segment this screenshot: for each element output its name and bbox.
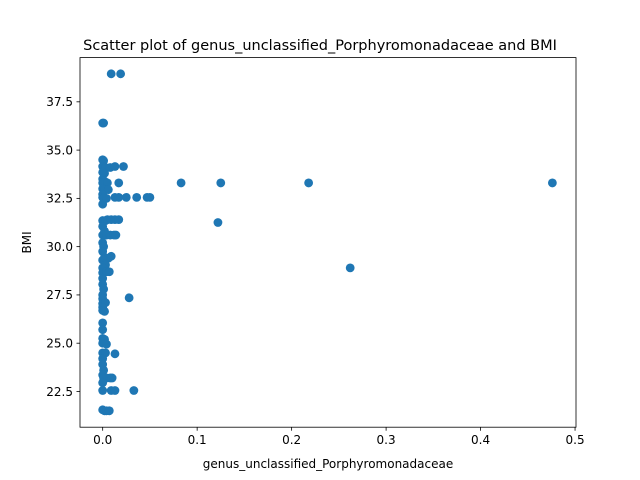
- y-tick-label: 22.5: [46, 385, 73, 399]
- data-point: [102, 339, 111, 349]
- x-tick-label: 0.2: [282, 433, 301, 447]
- data-point: [216, 178, 226, 188]
- data-point: [114, 193, 124, 202]
- data-point: [98, 386, 108, 395]
- y-axis-label: BMI: [20, 231, 34, 253]
- data-point: [103, 178, 112, 188]
- data-point: [129, 386, 139, 395]
- data-point: [119, 162, 128, 171]
- y-tick-label: 25.0: [46, 337, 73, 351]
- y-tick-label: 30.0: [46, 240, 73, 254]
- data-point: [98, 318, 108, 328]
- plot-area-frame: [79, 57, 577, 428]
- data-point: [110, 162, 120, 171]
- y-tick-label: 27.5: [46, 288, 73, 302]
- data-point: [98, 325, 108, 335]
- data-point: [145, 193, 155, 202]
- data-point: [121, 193, 131, 202]
- chart-title: Scatter plot of genus_unclassified_Porph…: [83, 38, 557, 54]
- data-point: [114, 178, 124, 188]
- data-point: [106, 69, 116, 79]
- data-point: [124, 293, 134, 303]
- data-point: [100, 306, 109, 316]
- points-layer: [98, 69, 557, 416]
- data-point: [176, 178, 186, 188]
- x-tick-label: 0.5: [566, 433, 585, 447]
- data-point: [110, 386, 120, 395]
- x-tick-label: 0.3: [377, 433, 396, 447]
- data-point: [110, 349, 120, 359]
- data-point: [107, 373, 117, 383]
- data-point: [304, 178, 314, 188]
- data-point: [99, 118, 109, 128]
- data-point: [98, 199, 108, 209]
- x-tick-label: 0.4: [471, 433, 490, 447]
- x-axis-label: genus_unclassified_Porphyromonadaceae: [203, 457, 453, 471]
- data-point: [111, 230, 121, 240]
- data-point: [104, 267, 114, 277]
- data-point: [114, 215, 124, 225]
- data-point: [345, 263, 355, 273]
- data-point: [106, 251, 116, 261]
- data-point: [98, 378, 108, 388]
- x-tick-label: 0.1: [188, 433, 207, 447]
- data-point: [116, 69, 126, 79]
- y-tick-label: 32.5: [46, 192, 73, 206]
- x-axis: 0.0 0.1 0.2 0.3 0.4 0.5: [93, 427, 585, 447]
- data-point: [213, 218, 223, 227]
- data-point: [132, 193, 142, 202]
- y-tick-label: 37.5: [46, 95, 73, 109]
- y-tick-label: 35.0: [46, 143, 73, 157]
- y-axis: 22.5 25.0 27.5 30.0 32.5 35.0 37.5: [46, 95, 80, 399]
- data-point: [104, 406, 114, 416]
- data-point: [547, 178, 557, 188]
- x-tick-label: 0.0: [93, 433, 112, 447]
